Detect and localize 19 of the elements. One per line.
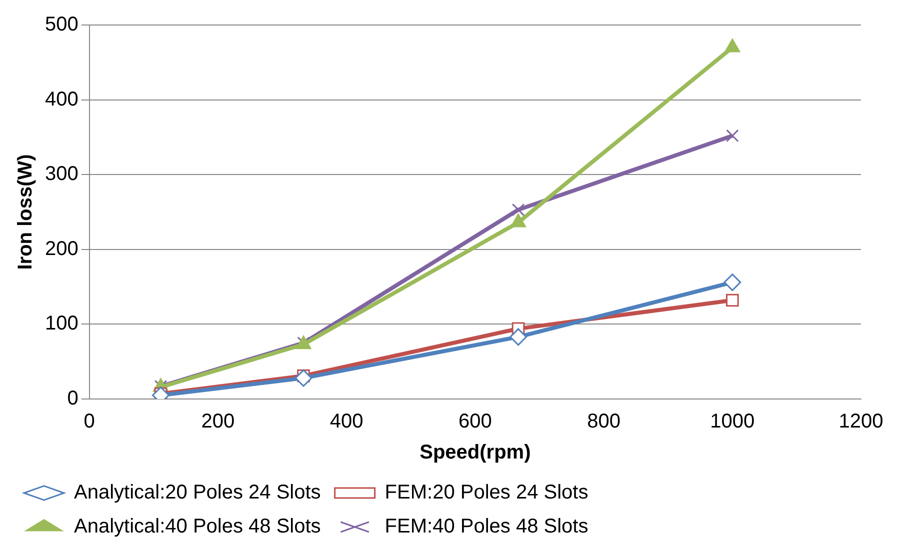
y-tick-label: 0 [67, 388, 78, 410]
x-tick-label: 200 [201, 410, 235, 433]
legend-label: Analytical:40 Poles 48 Slots [74, 516, 321, 538]
x-tick-label: 1000 [710, 410, 755, 433]
x-tick-label: 400 [330, 410, 364, 433]
y-axis-title: Iron loss(W) [14, 154, 37, 270]
y-tick-label: 500 [44, 14, 78, 36]
legend-label: Analytical:20 Poles 24 Slots [74, 482, 321, 504]
legend-label: FEM:40 Poles 48 Slots [384, 516, 588, 538]
x-tick-label: 1200 [838, 410, 884, 433]
y-tick-label: 100 [44, 312, 78, 335]
legend-label: FEM:20 Poles 24 Slots [384, 482, 588, 504]
x-tick-label: 800 [587, 410, 620, 433]
y-tick-label: 300 [44, 163, 78, 186]
y-tick-label: 400 [44, 88, 78, 110]
x-tick-label: 0 [84, 410, 95, 433]
y-tick-label: 200 [44, 238, 78, 260]
x-tick-label: 600 [458, 410, 492, 433]
x-axis-title: Speed(rpm) [420, 442, 531, 464]
